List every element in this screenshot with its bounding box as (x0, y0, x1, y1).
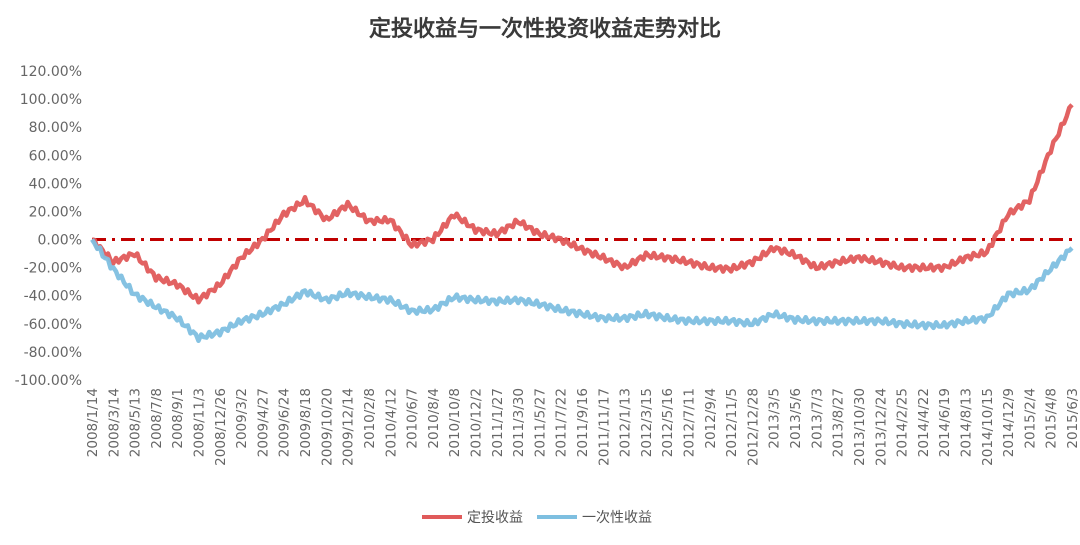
y-tick-label: -40.00% (24, 289, 82, 305)
x-tick-label: 2013/5/6 (788, 388, 804, 449)
x-tick-label: 2012/11/5 (724, 388, 740, 457)
x-tick-label: 2008/7/8 (149, 388, 165, 449)
x-tick-label: 2012/5/16 (660, 388, 676, 457)
x-tick-label: 2015/2/4 (1022, 388, 1038, 449)
x-tick-label: 2011/1/27 (490, 388, 506, 457)
x-tick-label: 2013/10/30 (852, 388, 868, 466)
x-tick-label: 2011/5/27 (532, 388, 548, 457)
x-tick-label: 2011/9/16 (575, 388, 591, 457)
x-tick-label: 2013/12/24 (873, 388, 889, 466)
y-tick-label: -20.00% (24, 261, 82, 277)
y-tick-label: 0.00% (38, 233, 82, 249)
x-tick-label: 2013/8/27 (831, 388, 847, 457)
legend: 定投收益 一次性收益 (422, 510, 652, 526)
x-tick-label: 2012/9/4 (703, 388, 719, 449)
x-tick-label: 2009/8/18 (298, 388, 314, 457)
chart-title: 定投收益与一次性投资收益走势对比 (369, 16, 721, 42)
y-tick-label: 40.00% (29, 176, 82, 192)
series-line-lumpsum (90, 238, 1074, 344)
x-tick-label: 2009/4/27 (255, 388, 271, 457)
x-tick-label: 2014/4/22 (916, 388, 932, 457)
x-tick-label: 2008/9/1 (170, 388, 186, 449)
x-tick-label: 2008/3/14 (106, 388, 122, 457)
x-tick-label: 2014/6/19 (937, 388, 953, 457)
x-tick-label: 2014/12/9 (1001, 388, 1017, 457)
y-tick-label: 60.00% (29, 148, 82, 164)
legend-label-dingtou: 定投收益 (467, 510, 523, 526)
x-tick-label: 2010/4/12 (383, 388, 399, 457)
x-tick-label: 2011/7/22 (554, 388, 570, 457)
series-lines (90, 103, 1074, 344)
x-tick-label: 2010/10/8 (447, 388, 463, 457)
y-tick-label: 100.00% (20, 92, 82, 108)
x-tick-label: 2011/11/17 (596, 388, 612, 466)
y-tick-label: -100.00% (15, 373, 82, 389)
x-tick-label: 2011/3/30 (511, 388, 527, 457)
x-tick-label: 2008/1/14 (85, 388, 101, 457)
x-tick-label: 2014/2/25 (895, 388, 911, 457)
x-tick-label: 2010/6/7 (405, 388, 421, 449)
series-line-dingtou (91, 103, 1074, 305)
x-tick-label: 2010/8/4 (426, 388, 442, 449)
x-tick-label: 2014/8/13 (958, 388, 974, 457)
y-tick-label: 20.00% (29, 204, 82, 220)
x-tick-label: 2013/3/5 (767, 388, 783, 449)
x-tick-label: 2013/7/3 (809, 388, 825, 449)
x-tick-label: 2008/11/3 (192, 388, 208, 457)
legend-label-lumpsum: 一次性收益 (582, 510, 652, 526)
x-tick-label: 2012/7/11 (682, 388, 698, 457)
x-tick-label: 2012/12/28 (745, 388, 761, 466)
x-tick-label: 2014/10/15 (980, 388, 996, 466)
x-tick-label: 2012/1/13 (618, 388, 634, 457)
x-tick-label: 2009/12/14 (341, 388, 357, 466)
y-tick-label: 120.00% (20, 64, 82, 80)
x-tick-label: 2012/3/15 (639, 388, 655, 457)
y-tick-label: 80.00% (29, 120, 82, 136)
y-tick-label: -60.00% (24, 317, 82, 333)
x-tick-label: 2009/3/2 (234, 388, 250, 449)
x-tick-label: 2015/4/8 (1044, 388, 1060, 449)
y-tick-label: -80.00% (24, 345, 82, 361)
x-tick-label: 2010/2/8 (362, 388, 378, 449)
x-tick-label: 2008/5/13 (128, 388, 144, 457)
x-tick-label: 2009/6/24 (277, 388, 293, 457)
y-axis: 120.00% 100.00% 80.00% 60.00% 40.00% 20.00% 0.… (15, 64, 82, 389)
x-tick-label: 2008/12/26 (213, 388, 229, 466)
x-axis: 2008/1/14 2008/3/14 2008/5/13 2008/7/8 2008/… (85, 388, 1080, 466)
x-tick-label: 2015/6/3 (1065, 388, 1080, 449)
x-tick-label: 2009/10/20 (319, 388, 335, 466)
x-tick-label: 2010/12/2 (468, 388, 484, 457)
